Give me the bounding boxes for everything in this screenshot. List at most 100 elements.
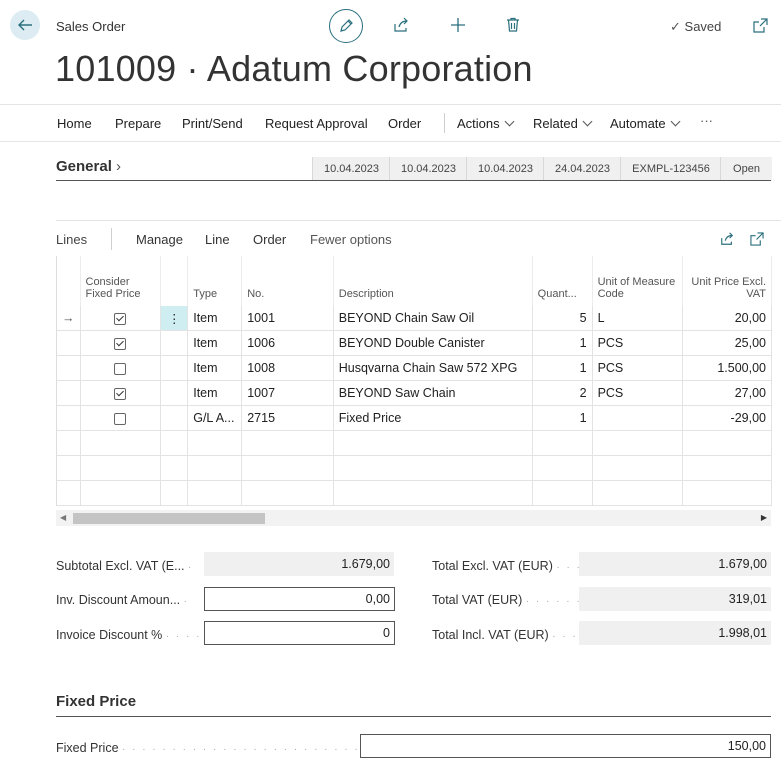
column-header-description[interactable]: Description — [333, 256, 533, 306]
more-options-button[interactable]: ··· — [700, 113, 713, 128]
uom-cell[interactable] — [592, 405, 684, 431]
type-cell[interactable]: Item — [187, 355, 243, 381]
quantity-cell[interactable]: 2 — [532, 380, 593, 406]
unit-price-cell[interactable]: -29,00 — [682, 405, 772, 431]
table-row[interactable]: Item 1007 BEYOND Saw Chain 2 PCS 27,00 — [57, 380, 772, 406]
open-new-window-button[interactable] — [752, 17, 768, 33]
fixed-price-cell[interactable] — [80, 355, 162, 381]
uom-cell[interactable]: PCS — [592, 330, 684, 356]
scroll-left-icon[interactable]: ◀ — [60, 513, 67, 522]
fixed-price-checkbox[interactable] — [114, 412, 127, 425]
empty-row[interactable] — [57, 455, 772, 481]
no-cell[interactable]: 1007 — [241, 380, 334, 406]
lines-manage-button[interactable]: Manage — [136, 232, 183, 247]
subtotal-value: 1.679,00 — [204, 552, 394, 576]
row-menu-cell[interactable] — [160, 355, 189, 381]
fewer-options-button[interactable]: Fewer options — [310, 232, 392, 247]
lines-separator — [111, 228, 112, 250]
uom-cell[interactable]: PCS — [592, 380, 684, 406]
column-header-type[interactable]: Type — [187, 256, 243, 306]
menu-actions[interactable]: Actions — [457, 116, 515, 131]
check-icon: ✓ — [670, 19, 681, 34]
fixed-price-checkbox[interactable] — [114, 337, 127, 350]
lines-line-button[interactable]: Line — [205, 232, 230, 247]
empty-row[interactable] — [57, 480, 772, 506]
menu-automate[interactable]: Automate — [610, 116, 681, 131]
menu-related[interactable]: Related — [533, 116, 593, 131]
row-menu-cell[interactable]: ⋮ — [160, 306, 189, 331]
share-button[interactable] — [392, 16, 410, 34]
fixed-price-checkbox[interactable] — [114, 362, 127, 375]
no-cell[interactable]: 1001 — [241, 306, 334, 331]
menu-order[interactable]: Order — [388, 116, 422, 131]
invoice-discount-pct-label: Invoice Discount % · · · · — [56, 628, 202, 642]
table-row[interactable]: Item 1008 Husqvarna Chain Saw 572 XPG 1 … — [57, 355, 772, 381]
invoice-discount-pct-input[interactable]: 0 — [204, 621, 395, 645]
lines-title: Lines — [56, 232, 88, 247]
lines-order-button[interactable]: Order — [253, 232, 287, 247]
column-header-unit-price[interactable]: Unit Price Excl. VAT — [682, 256, 772, 306]
description-cell[interactable]: Husqvarna Chain Saw 572 XPG — [333, 355, 533, 381]
scrollbar-thumb[interactable] — [73, 513, 265, 524]
menu-prepare[interactable]: Prepare — [115, 116, 162, 131]
lines-share-button[interactable] — [720, 232, 734, 251]
column-header-uom[interactable]: Unit of Measure Code — [592, 256, 684, 306]
quantity-cell[interactable]: 5 — [532, 306, 593, 331]
description-cell[interactable]: BEYOND Saw Chain — [333, 380, 533, 406]
row-menu-cell[interactable] — [160, 380, 189, 406]
type-cell[interactable]: Item — [187, 330, 243, 356]
edit-button[interactable] — [329, 9, 363, 43]
general-divider — [56, 180, 771, 181]
uom-cell[interactable]: PCS — [592, 355, 684, 381]
scroll-right-icon[interactable]: ▶ — [760, 513, 767, 522]
fixed-price-divider — [56, 716, 771, 717]
unit-price-cell[interactable]: 27,00 — [682, 380, 772, 406]
fixed-price-cell[interactable] — [80, 405, 162, 431]
menu-request-approval[interactable]: Request Approval — [265, 116, 368, 131]
no-cell[interactable]: 1008 — [241, 355, 334, 381]
type-cell[interactable]: Item — [187, 306, 243, 331]
fixed-price-cell[interactable] — [80, 330, 162, 356]
description-cell[interactable]: Fixed Price — [333, 405, 533, 431]
fixed-price-cell[interactable] — [80, 380, 162, 406]
inv-discount-input[interactable]: 0,00 — [204, 587, 395, 611]
description-cell[interactable]: BEYOND Chain Saw Oil — [333, 306, 533, 331]
type-cell[interactable]: Item — [187, 380, 243, 406]
table-row[interactable]: Item 1006 BEYOND Double Canister 1 PCS 2… — [57, 330, 772, 356]
general-section-header[interactable]: General › — [56, 158, 122, 175]
total-vat-value: 319,01 — [579, 587, 771, 611]
fixed-price-checkbox[interactable] — [114, 312, 127, 325]
table-row[interactable]: G/L A... 2715 Fixed Price 1 -29,00 — [57, 405, 772, 431]
arrow-right-icon: → — [62, 311, 75, 325]
menu-print-send[interactable]: Print/Send — [182, 116, 243, 131]
column-header-consider-fixed-price[interactable]: Consider Fixed Price — [80, 256, 162, 306]
column-header-quantity[interactable]: Quant... — [532, 256, 593, 306]
pop-out-icon — [752, 17, 768, 33]
column-header-no[interactable]: No. — [241, 256, 334, 306]
menu-home[interactable]: Home — [57, 116, 92, 131]
lines-expand-button[interactable] — [750, 232, 764, 251]
row-menu-cell[interactable] — [160, 405, 189, 431]
fixed-price-section-header[interactable]: Fixed Price — [56, 693, 137, 710]
uom-cell[interactable]: L — [592, 306, 684, 331]
back-button[interactable] — [10, 10, 40, 40]
fixed-price-input[interactable]: 150,00 — [360, 734, 771, 758]
unit-price-cell[interactable]: 1.500,00 — [682, 355, 772, 381]
quantity-cell[interactable]: 1 — [532, 405, 593, 431]
fixed-price-cell[interactable] — [80, 306, 162, 331]
table-row[interactable]: → ⋮ Item 1001 BEYOND Chain Saw Oil 5 L 2… — [57, 306, 772, 331]
description-cell[interactable]: BEYOND Double Canister — [333, 330, 533, 356]
empty-row[interactable] — [57, 430, 772, 456]
horizontal-scrollbar[interactable]: ◀ ▶ — [56, 510, 771, 526]
row-menu-cell[interactable] — [160, 330, 189, 356]
quantity-cell[interactable]: 1 — [532, 355, 593, 381]
fixed-price-checkbox[interactable] — [114, 387, 127, 400]
new-button[interactable] — [449, 16, 467, 34]
no-cell[interactable]: 1006 — [241, 330, 334, 356]
unit-price-cell[interactable]: 25,00 — [682, 330, 772, 356]
delete-button[interactable] — [504, 16, 522, 34]
type-cell[interactable]: G/L A... — [187, 405, 243, 431]
quantity-cell[interactable]: 1 — [532, 330, 593, 356]
unit-price-cell[interactable]: 20,00 — [682, 306, 772, 331]
no-cell[interactable]: 2715 — [241, 405, 334, 431]
